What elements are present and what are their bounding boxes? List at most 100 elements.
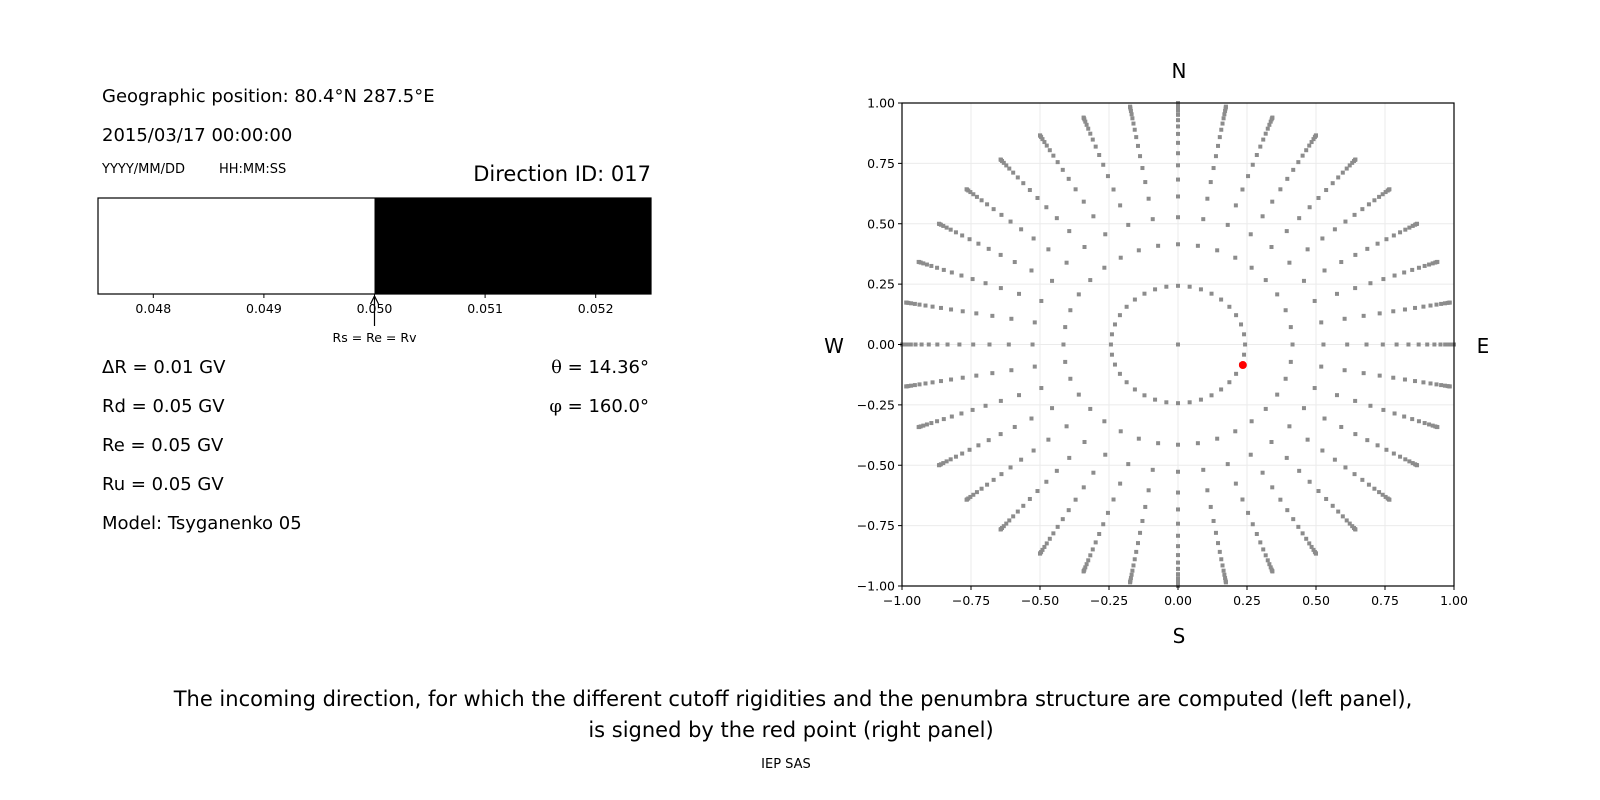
grid-point [1047, 536, 1052, 541]
grid-point [1316, 489, 1321, 494]
grid-point [1209, 393, 1214, 398]
grid-point [1307, 143, 1312, 148]
grid-point [1134, 135, 1139, 140]
grid-point [1368, 403, 1373, 408]
grid-point [1383, 190, 1388, 195]
grid-point [1275, 392, 1280, 397]
grid-point [1156, 441, 1161, 446]
grid-point [960, 451, 965, 456]
grid-point [1387, 497, 1392, 502]
grid-point [1112, 322, 1117, 327]
grid-point [999, 472, 1004, 477]
grid-point [1223, 576, 1228, 581]
grid-point [1031, 448, 1036, 453]
grid-point [1176, 215, 1180, 220]
grid-point [1132, 127, 1137, 132]
grid-point [1263, 406, 1268, 411]
grid-point [1261, 137, 1266, 142]
grid-point [1038, 551, 1042, 556]
grid-point [998, 398, 1003, 403]
grid-point [1223, 580, 1228, 585]
grid-point [1275, 292, 1280, 297]
grid-point [991, 477, 996, 482]
grid-point [1176, 194, 1180, 199]
grid-point [1319, 320, 1324, 325]
grid-point [1263, 553, 1268, 558]
grid-point [986, 246, 991, 251]
grid-point [923, 381, 928, 386]
grid-point [987, 342, 992, 347]
grid-point [1352, 472, 1357, 477]
date-format-label: YYYY/MM/DD [101, 162, 185, 177]
grid-point [1050, 406, 1055, 411]
grid-point [1353, 432, 1358, 437]
grid-point [1234, 371, 1239, 376]
grid-point [1387, 187, 1392, 192]
grid-point [1130, 116, 1135, 121]
grid-point [974, 194, 979, 199]
grid-point [1221, 116, 1226, 121]
grid-point [1208, 180, 1213, 185]
grid-point [1143, 504, 1148, 509]
grid-point [1305, 247, 1310, 252]
grid-point [1132, 387, 1137, 392]
grid-point [1361, 313, 1366, 318]
grid-point [1428, 303, 1433, 308]
grid-point [1032, 320, 1037, 325]
grid-point [1427, 262, 1432, 267]
grid-point [1031, 236, 1036, 241]
grid-point [1336, 175, 1341, 180]
grid-point [921, 423, 926, 428]
grid-point [960, 233, 965, 238]
grid-point [1205, 488, 1210, 493]
grid-point [1176, 124, 1180, 129]
grid-point [1130, 568, 1135, 573]
grid-point [1097, 153, 1102, 158]
geo-position: Geographic position: 80.4°N 287.5°E [102, 86, 435, 107]
grid-point [948, 227, 953, 232]
grid-point [974, 311, 979, 316]
grid-point [1416, 342, 1421, 347]
grid-point [1091, 214, 1096, 219]
grid-point [1205, 196, 1210, 201]
grid-point [970, 277, 975, 282]
grid-point [1285, 176, 1290, 181]
grid-point [1091, 470, 1096, 475]
grid-point [930, 304, 935, 309]
grid-point [1353, 252, 1358, 257]
grid-point [1164, 284, 1169, 289]
grid-point [1216, 541, 1221, 546]
x-tick-label: 0.048 [135, 301, 171, 316]
grid-point [1345, 342, 1350, 347]
grid-point [1101, 522, 1106, 527]
grid-point [974, 373, 979, 378]
grid-point [1040, 137, 1045, 142]
grid-point [1215, 248, 1220, 253]
grid-point [1176, 521, 1180, 526]
grid-point [1076, 392, 1081, 397]
grid-point [930, 380, 935, 385]
grid-point [967, 447, 972, 452]
grid-point [1082, 439, 1087, 444]
grid-point [1398, 454, 1403, 459]
grid-point [916, 425, 921, 430]
grid-point [1249, 419, 1254, 424]
grid-point [1219, 557, 1224, 562]
grid-point [1035, 195, 1040, 200]
grid-point [1342, 316, 1347, 321]
grid-point [1384, 237, 1389, 242]
grid-point [1222, 572, 1227, 577]
grid-point [1248, 232, 1253, 237]
grid-point [1176, 118, 1180, 123]
grid-point [924, 262, 929, 267]
theta-value: = 14.36° [562, 357, 649, 378]
grid-point [960, 309, 965, 314]
grid-point [1222, 112, 1227, 117]
grid-point [1216, 143, 1221, 148]
grid-point [1060, 167, 1065, 172]
grid-point [1219, 387, 1224, 392]
grid-point [1375, 241, 1380, 246]
x-tick-label: −0.75 [952, 593, 990, 608]
grid-point [1366, 202, 1371, 207]
grid-point [953, 230, 958, 235]
